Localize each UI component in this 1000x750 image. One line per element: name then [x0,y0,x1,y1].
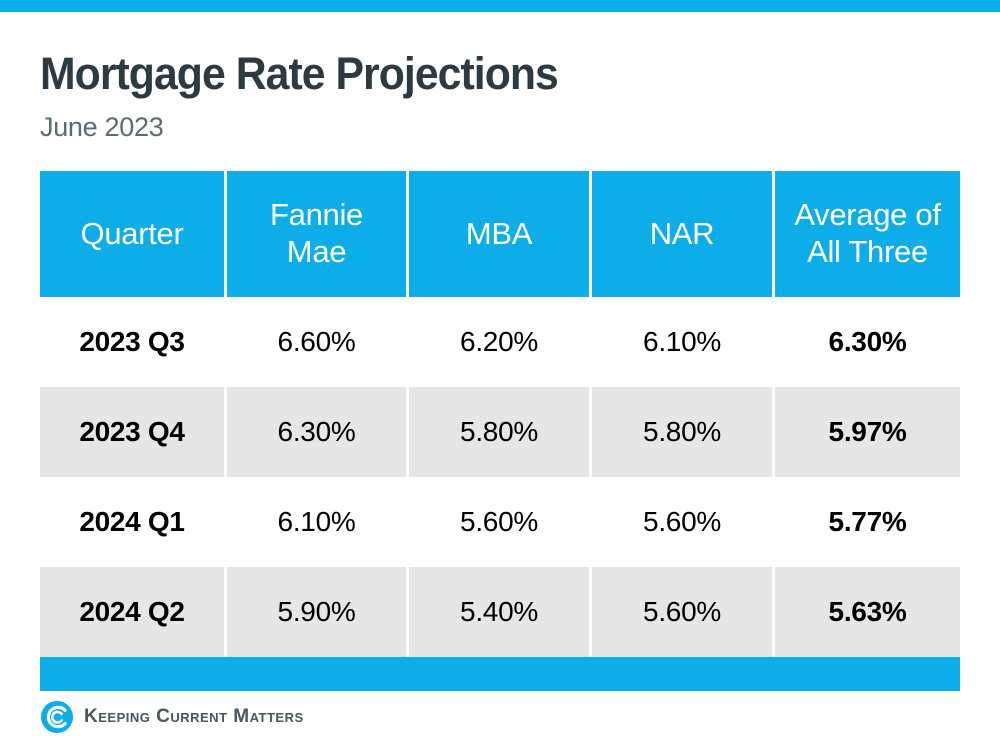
quarter-cell: 2023 Q4 [40,387,227,477]
average-cell: 6.30% [775,297,960,387]
slide-content: Mortgage Rate Projections June 2023 Quar… [0,12,1000,734]
column-header-quarter: Quarter [40,171,227,297]
page-title: Mortgage Rate Projections [40,48,559,99]
column-header-fannie-mae: Fannie Mae [227,171,409,297]
mba-cell: 6.20% [409,297,592,387]
fannie-mae-cell: 6.10% [227,477,409,567]
page-subtitle: June 2023 [40,112,164,142]
brand-footer: Keeping Current Matters [40,700,960,734]
nar-cell: 6.10% [592,297,775,387]
nar-cell: 5.60% [592,477,775,567]
column-header-mba: MBA [409,171,592,297]
fannie-mae-cell: 6.60% [227,297,409,387]
average-cell: 5.63% [775,567,960,657]
mortgage-rate-table: Quarter Fannie Mae MBA NAR Average of Al… [40,171,960,691]
nar-cell: 5.60% [592,567,775,657]
nar-cell: 5.80% [592,387,775,477]
column-header-average: Average of All Three [775,171,960,297]
mba-cell: 5.60% [409,477,592,567]
quarter-cell: 2024 Q2 [40,567,227,657]
average-cell: 5.97% [775,387,960,477]
top-accent-bar [0,0,1000,12]
quarter-cell: 2023 Q3 [40,297,227,387]
fannie-mae-cell: 6.30% [227,387,409,477]
mba-cell: 5.80% [409,387,592,477]
column-header-nar: NAR [592,171,775,297]
brand-name: Keeping Current Matters [84,706,304,727]
table-footer-accent-bar [40,657,960,691]
quarter-cell: 2024 Q1 [40,477,227,567]
kcm-swirl-logo-icon [40,700,74,734]
average-cell: 5.77% [775,477,960,567]
fannie-mae-cell: 5.90% [227,567,409,657]
mba-cell: 5.40% [409,567,592,657]
